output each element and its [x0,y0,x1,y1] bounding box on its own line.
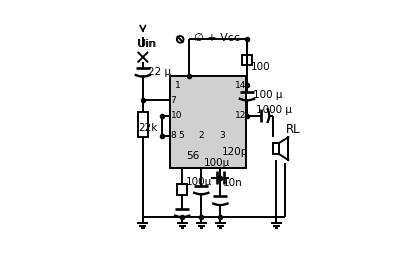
Text: 22 μ: 22 μ [148,67,171,77]
Text: 14: 14 [235,81,246,90]
Text: 8: 8 [170,131,176,140]
Bar [242,55,252,65]
Text: 7: 7 [170,96,176,105]
Text: 3: 3 [219,131,225,140]
Text: 100μ: 100μ [186,177,212,187]
Text: 100 μ: 100 μ [253,90,283,100]
Text: 100: 100 [251,62,270,72]
Bar [170,76,246,168]
Text: 22k: 22k [138,123,157,133]
Text: 1: 1 [175,81,181,90]
Text: ∅ + Vcc: ∅ + Vcc [194,33,240,43]
Text: 5: 5 [178,131,184,140]
Text: 120p: 120p [222,147,248,157]
Text: Uin: Uin [136,39,155,50]
Text: 10n: 10n [223,178,243,188]
Bar [138,112,148,137]
Text: 2: 2 [199,131,204,140]
Text: 10: 10 [170,111,182,120]
Text: RL: RL [286,123,301,136]
Text: 1000 μ: 1000 μ [256,105,292,116]
Text: 12: 12 [235,111,246,120]
Text: Uin: Uin [138,39,156,50]
Text: 100μ: 100μ [204,157,230,168]
Text: 56: 56 [186,151,199,161]
Bar [273,143,279,154]
Bar [177,183,187,195]
